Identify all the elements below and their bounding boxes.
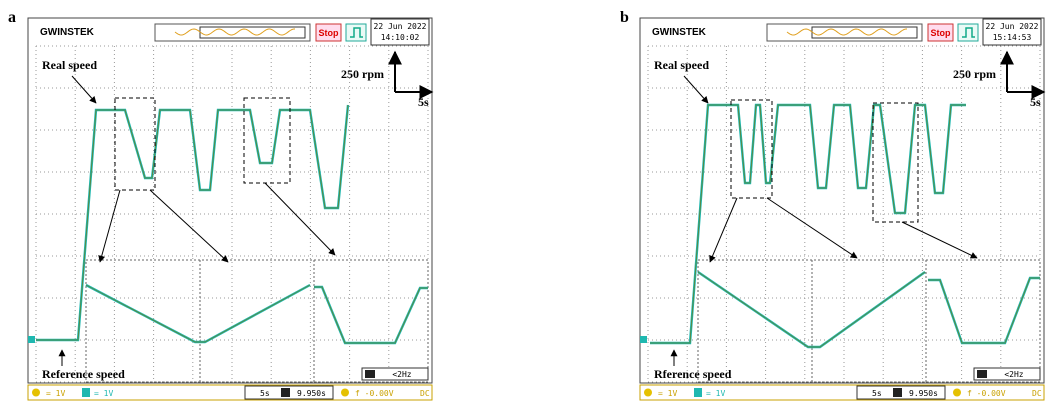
scope-panel: b GWINSTEK Stop 22 Jun 2022 15:14:53 250 rpm 5… (620, 9, 1044, 400)
ch-marker (28, 336, 35, 343)
real-speed-label: Real speed (42, 58, 97, 72)
trigger-level: f -0.00V (355, 389, 394, 398)
brand: GWINSTEK (40, 27, 95, 38)
x-scale: 5s (1030, 95, 1041, 109)
trigger-src (953, 389, 961, 397)
filter: <2Hz (392, 370, 411, 379)
ch1-icon (644, 389, 652, 397)
ch2-icon (82, 388, 90, 397)
ch1-scale: = 1V (658, 389, 677, 398)
delay: 9.950s (297, 389, 326, 398)
coupling: DC (1032, 389, 1042, 398)
brand: GWINSTEK (652, 27, 707, 38)
delay-icon (893, 388, 902, 397)
coupling: DC (420, 389, 430, 398)
scope-panel: a GWINSTEK Stop 22 Jun 2022 14:10:02 250 rpm 5… (8, 9, 432, 400)
reference-speed-label: Reference speed (42, 367, 125, 381)
date: 22 Jun 2022 (374, 22, 427, 31)
filter-icon (365, 370, 375, 378)
ch-marker (640, 336, 647, 343)
timebase: 5s (872, 389, 882, 398)
ch2-icon (694, 388, 702, 397)
ch1-scale: = 1V (46, 389, 65, 398)
ch2-scale: = 1V (706, 389, 725, 398)
date: 22 Jun 2022 (986, 22, 1039, 31)
status: Stop (319, 28, 339, 38)
y-scale: 250 rpm (953, 67, 996, 81)
figure: a GWINSTEK Stop 22 Jun 2022 14:10:02 250 rpm 5… (0, 0, 1051, 409)
status: Stop (931, 28, 951, 38)
time: 14:10:02 (381, 33, 420, 42)
reference-speed-label: Rference speed (654, 367, 732, 381)
ch1-icon (32, 389, 40, 397)
filter: <2Hz (1004, 370, 1023, 379)
x-scale: 5s (418, 95, 429, 109)
panel-label: b (620, 9, 629, 26)
trigger-box (958, 24, 978, 41)
time: 15:14:53 (993, 33, 1032, 42)
ch2-scale: = 1V (94, 389, 113, 398)
panel-label: a (8, 9, 16, 26)
timebase: 5s (260, 389, 270, 398)
trigger-box (346, 24, 366, 41)
delay-icon (281, 388, 290, 397)
filter-icon (977, 370, 987, 378)
delay: 9.950s (909, 389, 938, 398)
trigger-src (341, 389, 349, 397)
real-speed-label: Real speed (654, 58, 709, 72)
trigger-level: f -0.00V (967, 389, 1006, 398)
y-scale: 250 rpm (341, 67, 384, 81)
